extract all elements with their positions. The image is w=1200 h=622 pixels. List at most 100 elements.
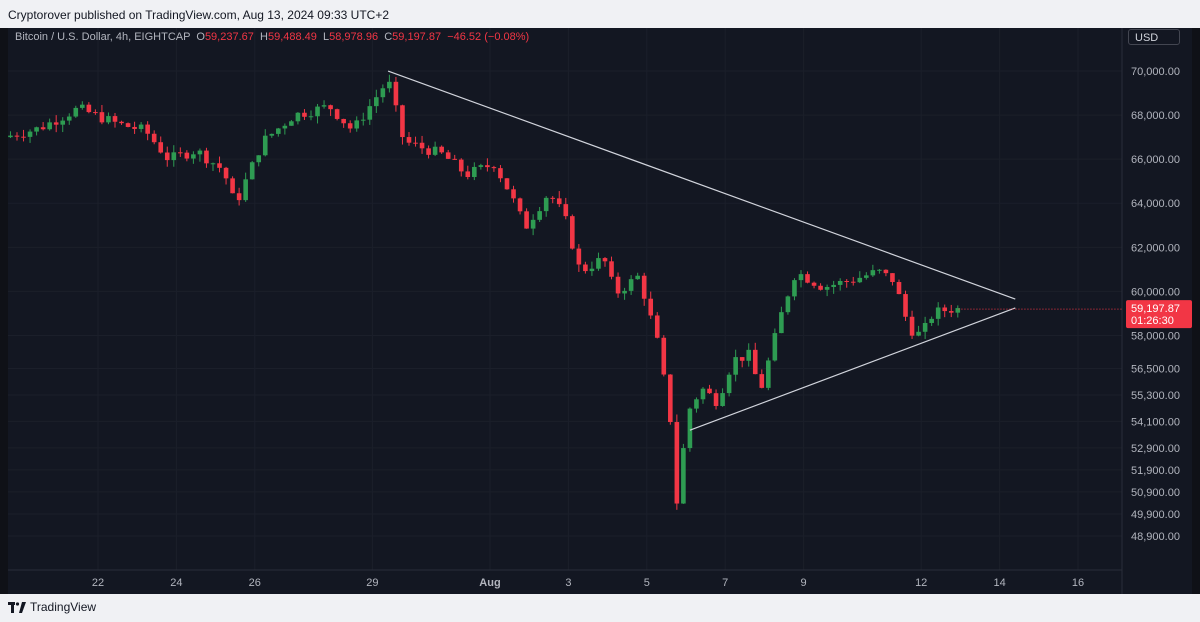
publish-bar xyxy=(0,0,1200,28)
candle xyxy=(935,302,941,326)
candle xyxy=(40,122,46,131)
y-tick-label: 60,000.00 xyxy=(1131,286,1180,298)
candle xyxy=(334,108,340,121)
candle xyxy=(883,269,889,277)
candle xyxy=(302,109,307,120)
candle xyxy=(681,443,686,504)
candle xyxy=(380,84,386,103)
candle xyxy=(119,120,124,125)
currency-selector[interactable]: USD xyxy=(1128,29,1180,45)
candle xyxy=(504,178,510,190)
candle xyxy=(641,272,647,306)
high-value: 59,488.49 xyxy=(267,31,317,43)
y-tick-label: 49,900.00 xyxy=(1131,509,1180,521)
candle xyxy=(942,304,948,318)
candle xyxy=(700,387,706,404)
candle xyxy=(360,112,366,126)
low-value: 58,978.96 xyxy=(329,31,379,43)
candle xyxy=(903,290,908,322)
candle xyxy=(491,165,497,172)
candle xyxy=(112,112,118,128)
candle xyxy=(419,135,425,154)
candle xyxy=(752,342,758,375)
candle xyxy=(831,280,836,294)
candle xyxy=(759,369,765,389)
candle xyxy=(387,74,392,93)
candle xyxy=(289,120,294,126)
candle xyxy=(426,145,431,159)
candle xyxy=(654,312,660,339)
candle xyxy=(400,104,405,145)
candle xyxy=(864,272,869,280)
candle xyxy=(844,279,850,288)
close-label: C xyxy=(384,31,393,43)
tradingview-logo[interactable]: TradingView xyxy=(8,600,96,614)
candle xyxy=(857,271,863,284)
candle xyxy=(739,357,745,368)
candle xyxy=(661,335,667,377)
candle xyxy=(151,130,157,145)
candle xyxy=(896,279,902,295)
candle xyxy=(785,295,791,315)
candle xyxy=(328,104,333,116)
candle xyxy=(589,261,595,276)
candle xyxy=(243,172,248,202)
x-tick-label: 24 xyxy=(170,577,182,589)
x-tick-label: 29 xyxy=(366,577,378,589)
chart-grid xyxy=(8,28,1122,570)
candle xyxy=(478,163,484,170)
candle xyxy=(805,271,810,284)
candle xyxy=(21,129,26,142)
candle xyxy=(674,414,680,510)
candle xyxy=(256,155,262,167)
candle xyxy=(811,281,817,289)
candle xyxy=(341,118,346,128)
open-label: O xyxy=(196,31,205,43)
candle xyxy=(733,349,738,382)
candle xyxy=(922,316,928,339)
low-label: L xyxy=(323,31,330,43)
candle xyxy=(60,117,66,133)
candle xyxy=(766,357,771,391)
candle xyxy=(948,304,954,318)
candle xyxy=(707,384,712,394)
y-tick-label: 70,000.00 xyxy=(1131,66,1180,78)
candle xyxy=(347,120,353,133)
candle xyxy=(66,113,72,125)
y-tick-label: 55,300.00 xyxy=(1131,390,1180,402)
x-tick-label: 9 xyxy=(801,577,807,589)
candle xyxy=(47,118,52,131)
candle xyxy=(668,374,673,425)
candle xyxy=(276,127,281,137)
x-tick-label: Aug xyxy=(479,577,500,589)
y-tick-label: 58,000.00 xyxy=(1131,330,1180,342)
candle xyxy=(837,278,843,291)
candle xyxy=(53,115,59,133)
close-value: 59,197.87 xyxy=(392,31,442,43)
y-tick-label: 52,900.00 xyxy=(1131,443,1180,455)
candle xyxy=(210,162,216,171)
candle xyxy=(80,101,85,110)
candle xyxy=(132,121,137,134)
candle xyxy=(609,256,614,280)
candle xyxy=(583,261,588,274)
published-by-text: Cryptorover published on TradingView.com… xyxy=(8,8,390,22)
x-tick-label: 22 xyxy=(92,577,104,589)
candle xyxy=(798,270,804,288)
y-tick-label: 62,000.00 xyxy=(1131,242,1180,254)
candle xyxy=(145,121,150,141)
chart-frame[interactable] xyxy=(8,28,1192,594)
candle xyxy=(792,278,797,301)
trendline-upper xyxy=(387,70,1016,300)
x-tick-label: 12 xyxy=(915,577,927,589)
last-price-value: 59,197.87 xyxy=(1131,303,1180,315)
candle xyxy=(73,105,79,118)
symbol-label: Bitcoin / U.S. Dollar, 4h, EIGHTCAP xyxy=(15,31,191,43)
trendline-lower xyxy=(689,307,1016,431)
candle xyxy=(818,283,823,291)
candle xyxy=(439,145,444,154)
candle xyxy=(877,268,882,274)
candle xyxy=(746,343,752,367)
candle xyxy=(204,147,209,168)
